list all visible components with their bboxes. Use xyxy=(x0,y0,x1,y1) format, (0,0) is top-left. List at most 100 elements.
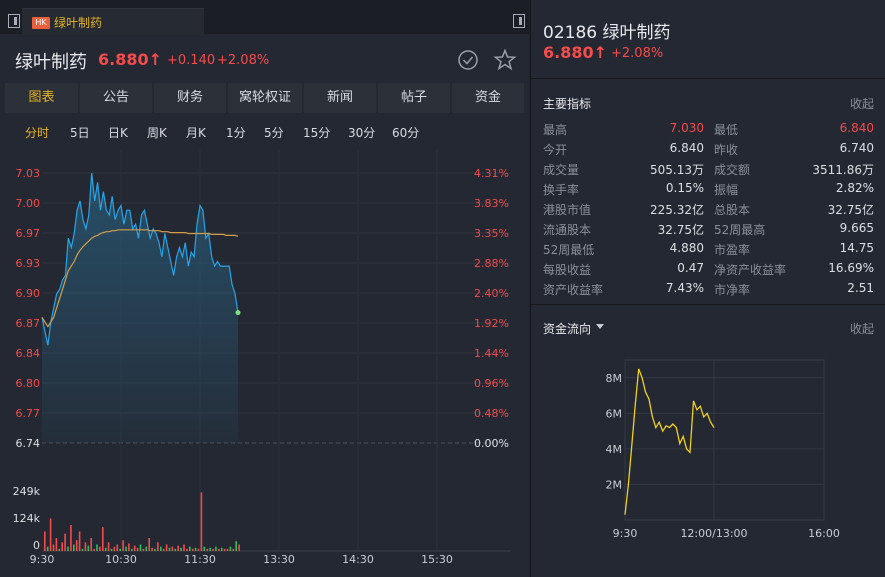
volume-bar xyxy=(136,547,139,551)
volume-bar xyxy=(131,548,133,551)
volume-bar xyxy=(139,544,142,551)
divider xyxy=(531,304,885,305)
tab-warrants[interactable]: 窝轮权证 xyxy=(228,83,302,113)
divider xyxy=(531,78,885,79)
volume-bar xyxy=(84,542,87,551)
volume-bar xyxy=(186,548,188,551)
y-tick-label: 6.90 xyxy=(16,287,41,300)
volume-bar xyxy=(174,548,177,551)
indicator-value: 4.880 xyxy=(669,241,704,255)
indicator-value: 6.840 xyxy=(669,141,704,155)
pct-tick-label: 2.40% xyxy=(474,287,509,300)
y-tick-label: 6.74 xyxy=(16,437,41,450)
tab-financials[interactable]: 财务 xyxy=(154,83,226,113)
volume-bar xyxy=(165,544,168,551)
x-tick-label: 11:30 xyxy=(184,553,216,566)
tab-posts[interactable]: 帖子 xyxy=(378,83,450,113)
volume-bar xyxy=(96,544,98,551)
layout-panel-icon[interactable] xyxy=(513,14,525,28)
indicator-value: 14.75 xyxy=(839,241,874,255)
volume-bar xyxy=(183,544,185,551)
x-tick-label: 14:30 xyxy=(342,553,374,566)
volume-bar xyxy=(128,543,130,551)
period-intraday[interactable]: 分时 xyxy=(25,126,50,140)
tab-capital[interactable]: 资金 xyxy=(452,83,524,113)
volume-bar xyxy=(122,540,124,551)
volume-bar xyxy=(133,545,136,551)
pct-tick-label: 0.96% xyxy=(474,377,509,390)
stock-tab[interactable]: HK 绿叶制药 xyxy=(22,8,204,35)
indicator-label: 市净率 xyxy=(714,283,751,297)
volume-bar xyxy=(113,546,116,551)
price-change: +0.140 xyxy=(167,53,216,68)
volume-bar xyxy=(70,524,72,551)
capital-flow-chart: 2M 4M 6M 8M 9:30 12:00/13:00 16:00 xyxy=(606,359,840,540)
indicator-value: 32.75亿 xyxy=(827,203,874,217)
indicator-value: 6.740 xyxy=(839,141,874,155)
volume-bar xyxy=(119,548,121,551)
period-5min[interactable]: 5分 xyxy=(264,126,284,140)
flow-title[interactable]: 资金流向 xyxy=(543,322,592,336)
indicator-value: 505.13万 xyxy=(650,163,704,177)
period-1min[interactable]: 1分 xyxy=(226,126,246,140)
volume-tick-label: 0 xyxy=(33,539,40,552)
volume-bar xyxy=(160,546,162,551)
volume-bar xyxy=(107,542,110,551)
volume-bar xyxy=(116,544,119,551)
period-30min[interactable]: 30分 xyxy=(348,126,376,140)
volume-bar xyxy=(104,547,107,551)
pct-tick-label: 1.44% xyxy=(474,347,509,360)
period-weekly[interactable]: 周K xyxy=(147,126,167,140)
volume-bar xyxy=(212,548,214,551)
volume-bar xyxy=(73,544,75,551)
period-5day[interactable]: 5日 xyxy=(70,126,90,140)
detail-panel: 02186 绿叶制药 6.880↑ +2.08% 主要指标 收起 最高 7.030… xyxy=(530,0,885,577)
indicator-value: 16.69% xyxy=(828,261,874,275)
volume-tick-label: 124k xyxy=(13,512,41,525)
flow-collapse[interactable]: 收起 xyxy=(849,322,874,336)
tab-news[interactable]: 新闻 xyxy=(304,83,376,113)
volume-bar xyxy=(148,537,150,551)
indicator-label: 今开 xyxy=(543,143,568,157)
volume-bar xyxy=(154,548,156,551)
volume-bar xyxy=(61,542,63,551)
flow-plot-frame xyxy=(624,359,825,521)
period-15min[interactable]: 15分 xyxy=(303,126,331,140)
volume-bar xyxy=(206,548,208,551)
volume-bar xyxy=(93,548,95,551)
period-60min[interactable]: 60分 xyxy=(392,126,420,140)
y-tick-label: 6.84 xyxy=(16,347,41,360)
volume-bar xyxy=(46,546,49,551)
tab-chart[interactable]: 图表 xyxy=(5,83,78,113)
y-tick-label: 6.80 xyxy=(16,377,41,390)
indicators-collapse[interactable]: 收起 xyxy=(849,97,874,111)
indicator-value: 32.75亿 xyxy=(657,223,704,237)
dropdown-caret-icon[interactable] xyxy=(596,324,604,330)
indicator-value: 0.15% xyxy=(665,181,704,195)
check-circle-icon[interactable] xyxy=(456,48,480,72)
indicator-label: 换手率 xyxy=(543,183,580,197)
volume-bar xyxy=(180,547,182,551)
flow-x-tick-label: 9:30 xyxy=(613,527,638,540)
indicator-value: 2.51 xyxy=(847,281,874,295)
flow-y-tick-label: 4M xyxy=(606,443,623,456)
volume-bar xyxy=(78,531,81,551)
pct-tick-label: 3.83% xyxy=(474,197,509,210)
pct-tick-label: 0.00% xyxy=(474,437,509,450)
indicator-label: 昨收 xyxy=(714,143,739,157)
star-icon[interactable] xyxy=(493,48,517,72)
period-monthly[interactable]: 月K xyxy=(186,126,206,140)
indicators-title: 主要指标 xyxy=(543,97,592,111)
volume-bar xyxy=(102,527,104,551)
volume-bar xyxy=(125,546,127,551)
pct-tick-label: 3.35% xyxy=(474,227,509,240)
volume-bar xyxy=(162,548,165,551)
tab-announcements[interactable]: 公告 xyxy=(80,83,152,113)
hk-market-badge: HK xyxy=(32,17,50,29)
collapse-left-icon[interactable] xyxy=(8,14,20,28)
stock-tab-title: 绿叶制药 xyxy=(54,16,103,30)
volume-bar xyxy=(99,546,101,551)
intraday-chart[interactable]: 7.03 4.31% 7.00 3.83% 6.97 3.35% 6.93 2.88% 6.90… xyxy=(0,150,529,577)
y-tick-label: 7.03 xyxy=(16,167,41,180)
period-daily[interactable]: 日K xyxy=(108,126,128,140)
